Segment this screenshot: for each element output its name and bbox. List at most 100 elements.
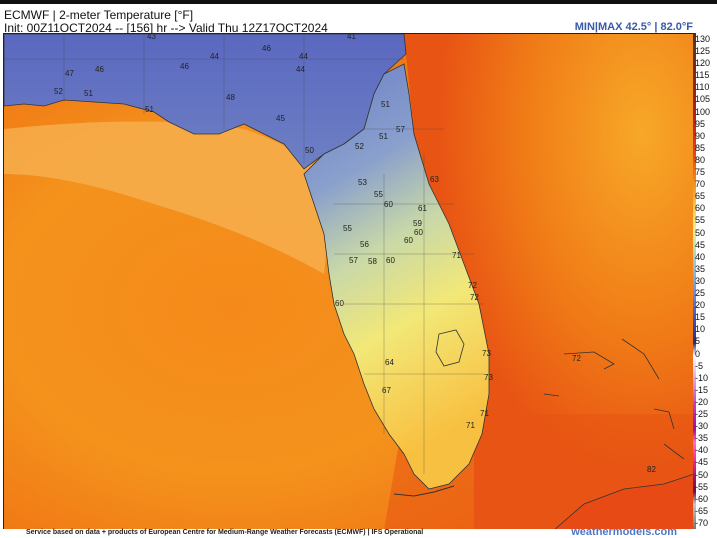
temperature-label: 41 xyxy=(347,34,356,41)
colorbar-tick-label: 95 xyxy=(695,118,706,129)
temperature-label: 61 xyxy=(418,204,427,213)
temperature-label: 47 xyxy=(65,69,74,78)
colorbar-tick-label: 75 xyxy=(695,167,706,178)
colorbar-tick-label: -15 xyxy=(695,384,709,395)
temperature-label: 51 xyxy=(379,132,388,141)
florida-peninsula xyxy=(303,63,490,490)
temperature-label: 51 xyxy=(381,100,390,109)
colorbar-tick-label: 30 xyxy=(695,275,706,286)
temperature-label: 44 xyxy=(210,52,219,61)
county-lines xyxy=(4,34,484,474)
colorbar-tick-label: -35 xyxy=(695,433,709,444)
brand-link[interactable]: weathermodels.com xyxy=(571,526,677,538)
colorbar-tick-label: -50 xyxy=(695,469,709,480)
colorbar-tick-label: 100 xyxy=(695,106,711,117)
colorbar-tick-label: -5 xyxy=(695,360,704,371)
temperature-label: 82 xyxy=(647,465,656,474)
colorbar-tick-label: 55 xyxy=(695,215,706,226)
colorbar-tick-label: 20 xyxy=(695,300,706,311)
colorbar-tick-label: 60 xyxy=(695,203,706,214)
colorbar-tick-label: 90 xyxy=(695,130,706,141)
colorbar-tick-label: -25 xyxy=(695,409,709,420)
colorbar-tick-label: 10 xyxy=(695,324,706,335)
data-credit: Service based on data + products of Euro… xyxy=(26,529,424,536)
colorbar-tick-label: 125 xyxy=(695,46,711,57)
temperature-label: 55 xyxy=(343,224,352,233)
temperature-label: 48 xyxy=(226,93,235,102)
temperature-colorbar: 130 125 120 115 110 105 100 95 90 85 80 75 70 65 60 55 5… xyxy=(693,33,717,529)
colorbar-tick-label: -40 xyxy=(695,445,709,456)
temperature-label: 71 xyxy=(480,409,489,418)
temperature-label: 72 xyxy=(468,281,477,290)
temperature-label: 46 xyxy=(95,65,104,74)
colorbar-tick-label: 130 xyxy=(695,34,711,44)
temperature-label: 60 xyxy=(404,236,413,245)
colorbar-tick-label: -60 xyxy=(695,493,709,504)
map-title: ECMWF | 2-meter Temperature [°F] xyxy=(4,8,194,22)
bahamas-islands xyxy=(543,338,685,460)
temperature-label: 72 xyxy=(572,354,581,363)
temperature-label: 67 xyxy=(382,386,391,395)
temperature-label: 56 xyxy=(360,240,369,249)
temperature-label: 44 xyxy=(299,52,308,61)
temperature-label: 57 xyxy=(396,125,405,134)
colorbar-tick-label: 65 xyxy=(695,191,706,202)
temperature-label: 72 xyxy=(470,293,479,302)
colorbar-tick-label: -30 xyxy=(695,421,709,432)
colorbar-tick-label: -45 xyxy=(695,457,709,468)
colorbar-tick-label: 0 xyxy=(695,348,701,359)
map-header: ECMWF | 2-meter Temperature [°F] Init: 0… xyxy=(0,4,717,36)
colorbar-tick-label: 70 xyxy=(695,179,706,190)
colorbar-tick-label: 110 xyxy=(695,82,710,93)
temperature-label: 52 xyxy=(355,142,364,151)
temperature-label: 60 xyxy=(335,299,344,308)
lake-okeechobee xyxy=(435,329,465,367)
colorbar-tick-label: -70 xyxy=(695,517,709,528)
colorbar-tick-label: 45 xyxy=(695,239,706,250)
colorbar-tick-label: 50 xyxy=(695,227,706,238)
temperature-label: 51 xyxy=(84,89,93,98)
colorbar-tick-label: 40 xyxy=(695,251,706,262)
temperature-labels: 43 41 46 44 44 46 44 47 46 52 51 48 45 51 51 51 57 50 52 53… xyxy=(54,34,656,474)
colorbar-tick-label: 105 xyxy=(695,94,711,105)
temperature-label: 57 xyxy=(349,256,358,265)
temperature-label: 64 xyxy=(385,358,394,367)
temperature-label: 60 xyxy=(384,200,393,209)
map-svg: 43 41 46 44 44 46 44 47 46 52 51 48 45 51 51 51 57 50 52 53… xyxy=(4,34,694,530)
colorbar-tick-label: 85 xyxy=(695,142,706,153)
temperature-map: 43 41 46 44 44 46 44 47 46 52 51 48 45 51 51 51 57 50 52 53… xyxy=(3,33,695,531)
temperature-label: 46 xyxy=(180,62,189,71)
temperature-label: 71 xyxy=(452,251,461,260)
temperature-label: 60 xyxy=(386,256,395,265)
colorbar-tick-label: 115 xyxy=(695,70,710,81)
top-rule xyxy=(0,0,717,4)
colorbar-tick-label: 120 xyxy=(695,58,711,69)
colorbar-tick-label: 5 xyxy=(695,336,701,347)
temperature-label: 63 xyxy=(430,175,439,184)
colorbar-tick-label: -10 xyxy=(695,372,709,383)
temperature-label: 46 xyxy=(262,44,271,53)
min-max-readout: MIN|MAX 42.5° | 82.0°F xyxy=(574,21,693,33)
temperature-label: 52 xyxy=(54,87,63,96)
temperature-label: 60 xyxy=(414,228,423,237)
florida-keys xyxy=(393,485,455,497)
gulf-coastal-band xyxy=(4,121,334,274)
colorbar-tick-label: 80 xyxy=(695,154,706,165)
init-valid-time: Init: 00Z11OCT2024 -- [156] hr --> Valid… xyxy=(4,21,328,35)
colorbar-strip xyxy=(693,33,696,529)
temperature-label: 53 xyxy=(358,178,367,187)
colorbar-tick-label: -55 xyxy=(695,481,709,492)
temperature-label: 45 xyxy=(276,114,285,123)
temperature-label: 73 xyxy=(482,349,491,358)
temperature-label: 50 xyxy=(305,146,314,155)
colorbar-tick-label: 15 xyxy=(695,312,706,323)
temperature-label: 43 xyxy=(147,34,156,41)
temperature-label: 59 xyxy=(413,219,422,228)
cuba xyxy=(553,473,694,530)
temperature-label: 44 xyxy=(296,65,305,74)
temperature-label: 51 xyxy=(145,105,154,114)
temperature-label: 73 xyxy=(484,373,493,382)
colorbar-tick-label: -20 xyxy=(695,396,709,407)
colorbar-tick-label: -65 xyxy=(695,505,709,516)
map-footer: Service based on data + products of Euro… xyxy=(0,526,717,538)
